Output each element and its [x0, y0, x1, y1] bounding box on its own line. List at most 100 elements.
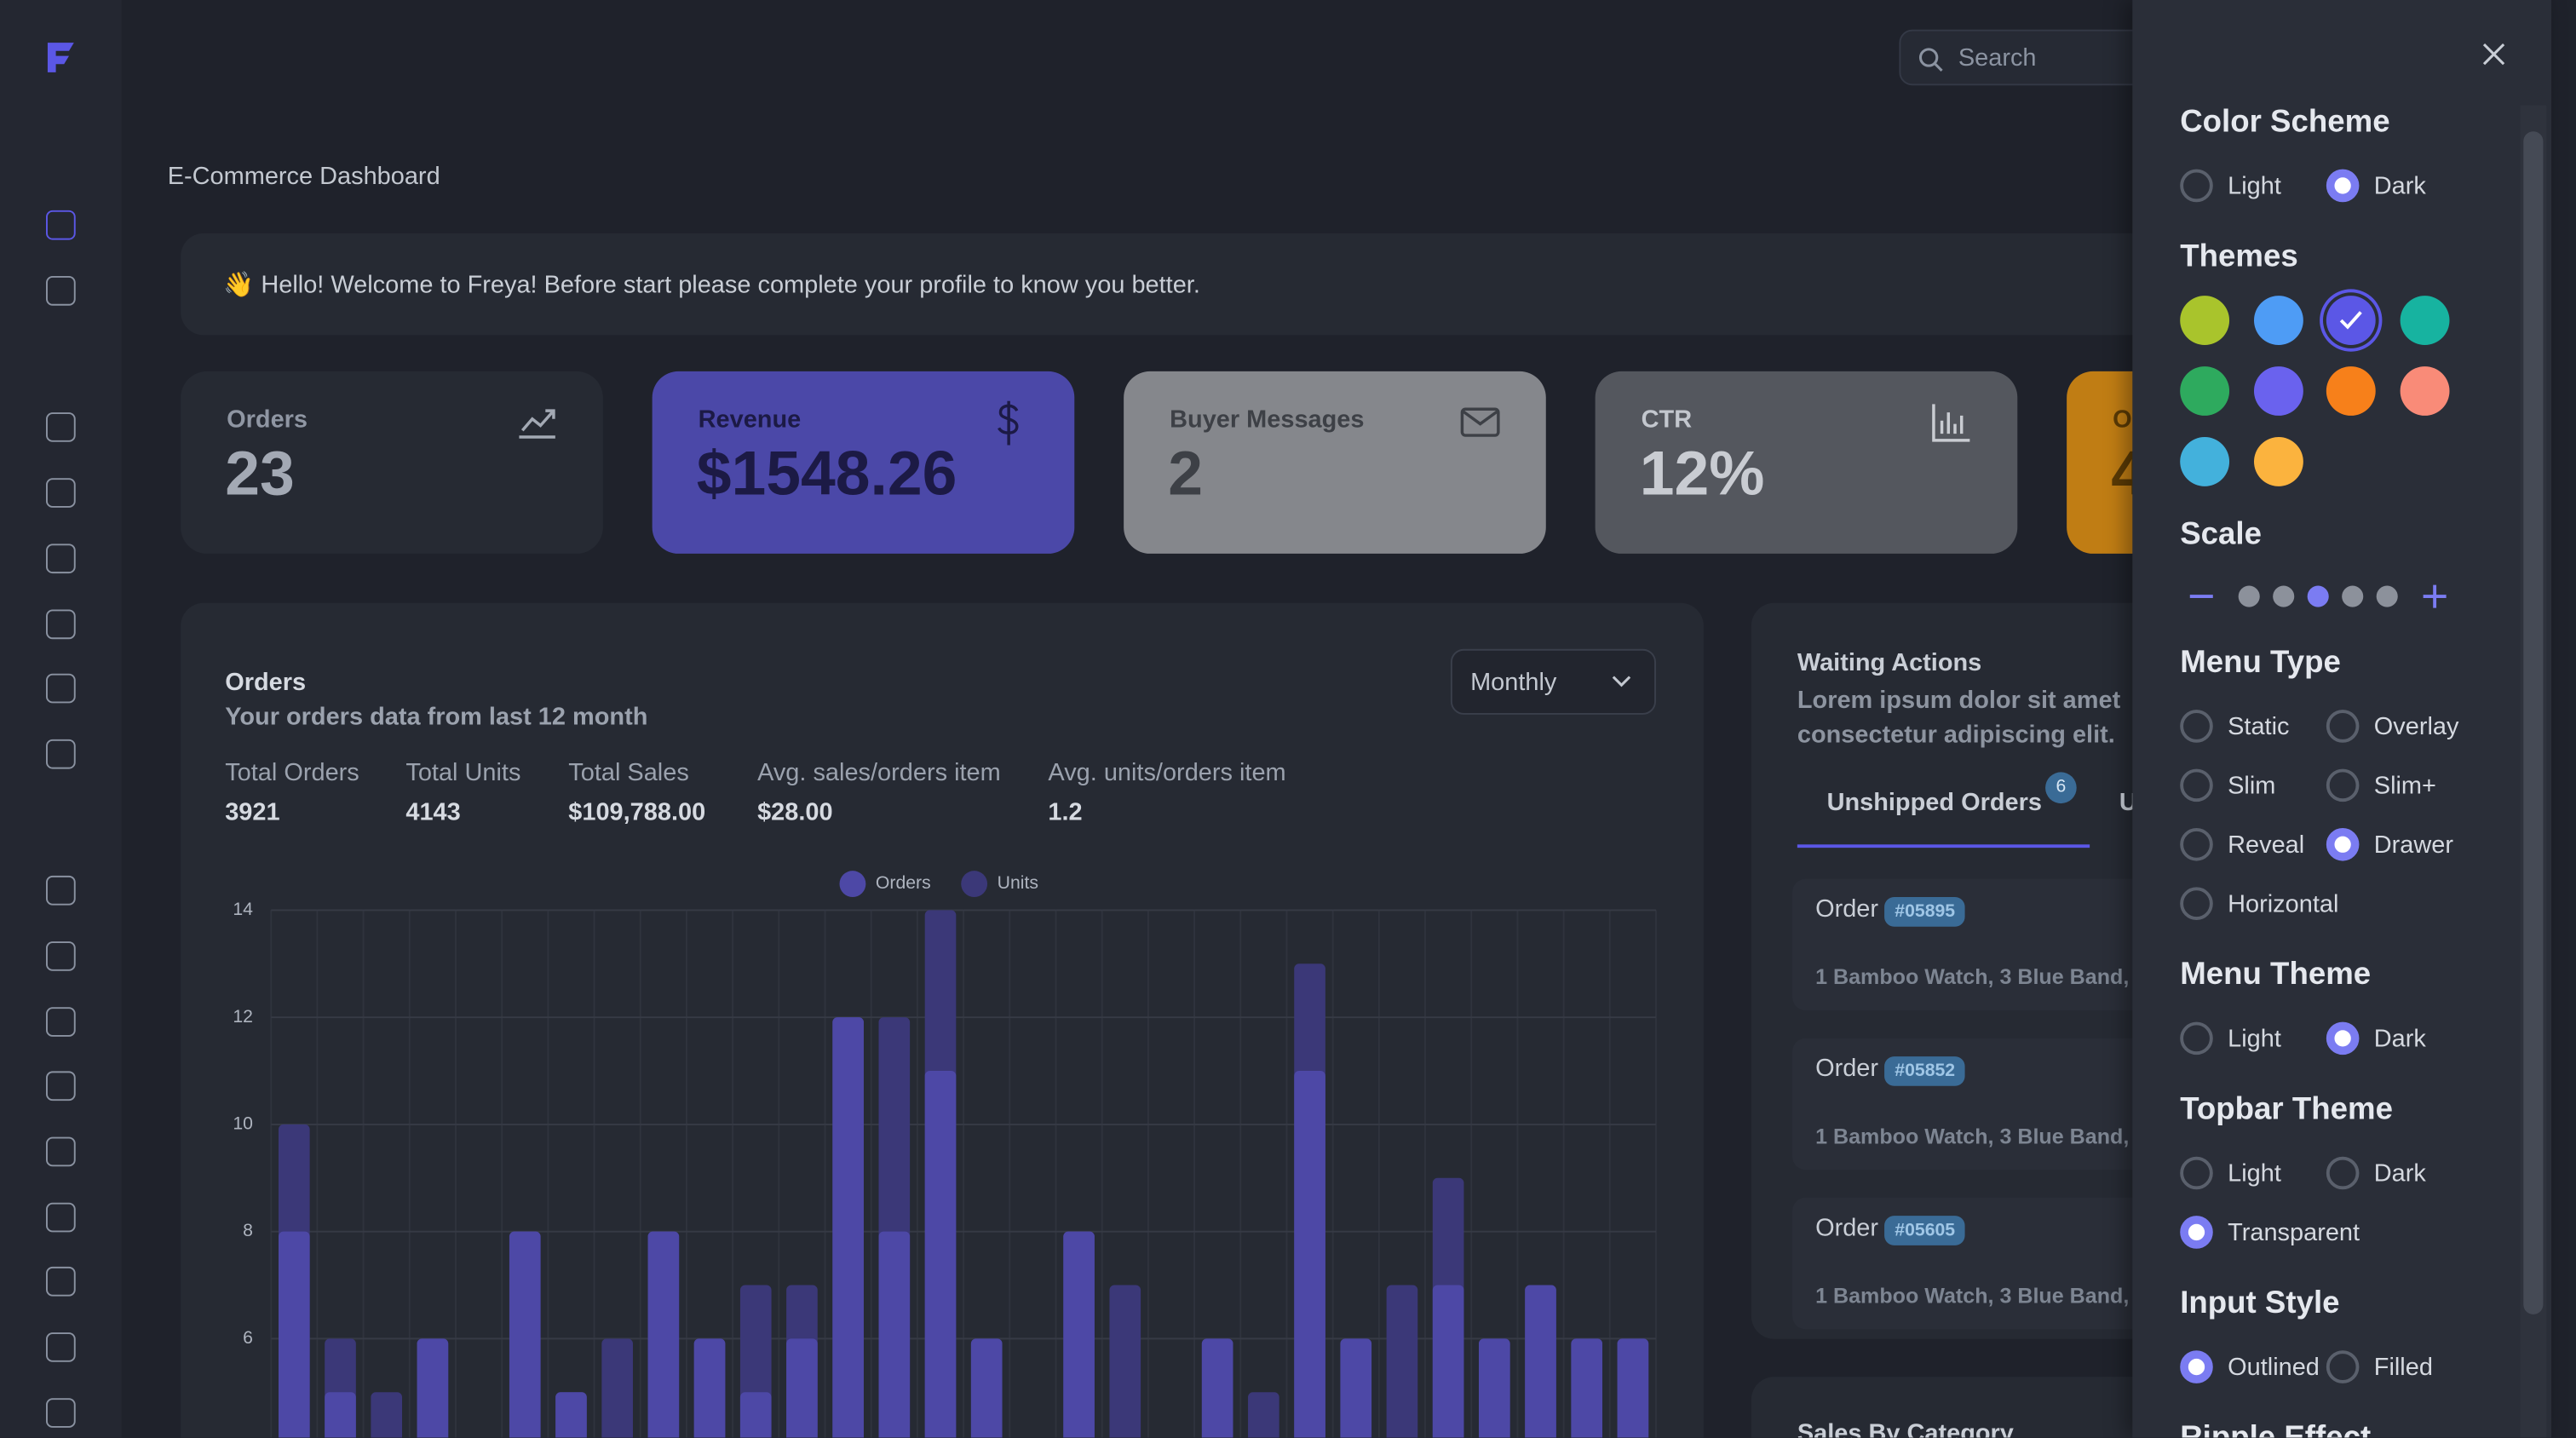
- nav-icon[interactable]: [45, 275, 76, 306]
- radio-option[interactable]: Dark: [2326, 156, 2473, 215]
- bar: [1201, 1338, 1233, 1438]
- theme-swatch[interactable]: [2399, 296, 2449, 345]
- radio[interactable]: [2180, 169, 2213, 203]
- order-item[interactable]: Order #05605 1 Bamboo Watch, 3 Blue Band,: [1792, 1197, 2171, 1330]
- theme-swatch[interactable]: [2180, 436, 2230, 486]
- theme-swatch[interactable]: [2253, 366, 2303, 416]
- section-title: Ripple Effect: [2180, 1419, 2541, 1437]
- logo: [47, 43, 74, 72]
- radio[interactable]: [2180, 827, 2213, 861]
- radio-checked[interactable]: [2180, 1216, 2213, 1249]
- radio-option[interactable]: Light: [2180, 1009, 2326, 1067]
- option-group: Light Dark: [2180, 156, 2541, 215]
- scrollbar-thumb[interactable]: [2523, 131, 2544, 1314]
- option-label: Dark: [2373, 171, 2426, 200]
- radio[interactable]: [2326, 710, 2360, 743]
- radio-option[interactable]: Horizontal: [2180, 874, 2338, 933]
- radio-checked[interactable]: [2326, 827, 2360, 861]
- nav-icon[interactable]: [45, 1266, 76, 1297]
- nav-icon[interactable]: [45, 1332, 76, 1362]
- nav-icon[interactable]: [45, 478, 76, 508]
- radio-option[interactable]: Drawer: [2326, 815, 2473, 874]
- radio[interactable]: [2326, 768, 2360, 802]
- bar: [924, 1071, 957, 1438]
- summary-value: $109,788.00: [568, 798, 706, 827]
- radio[interactable]: [2180, 1156, 2213, 1190]
- period-dropdown[interactable]: Monthly: [1450, 648, 1656, 715]
- search-icon: [1918, 48, 1943, 72]
- nav-icon[interactable]: [45, 1007, 76, 1037]
- radio-option[interactable]: Transparent: [2180, 1203, 2360, 1262]
- order-head: Order #05605: [1815, 1214, 1965, 1245]
- stat-value: 23: [225, 440, 295, 509]
- radio-option[interactable]: Dark: [2326, 1143, 2473, 1202]
- nav-icon[interactable]: [45, 673, 76, 704]
- radio-option[interactable]: Filled: [2326, 1337, 2473, 1396]
- radio-option[interactable]: Slim: [2180, 756, 2326, 814]
- radio[interactable]: [2180, 768, 2213, 802]
- order-item[interactable]: Order #05852 1 Bamboo Watch, 3 Blue Band,: [1792, 1038, 2171, 1171]
- order-items: 1 Bamboo Watch, 3 Blue Band,: [1815, 1124, 2130, 1149]
- radio[interactable]: [2326, 1156, 2360, 1190]
- radio-checked[interactable]: [2326, 1021, 2360, 1055]
- nav-icon[interactable]: [45, 1136, 76, 1167]
- search-placeholder: Search: [1958, 44, 2037, 72]
- bar: [601, 1338, 633, 1438]
- tab-badge: 6: [2045, 772, 2077, 804]
- radio[interactable]: [2180, 1021, 2213, 1055]
- option-label: Static: [2228, 712, 2290, 740]
- nav-icon[interactable]: [45, 739, 76, 769]
- summary-label: Total Units: [405, 758, 521, 787]
- bar: [1386, 1285, 1418, 1438]
- bar: [1340, 1338, 1372, 1438]
- option-label: Filled: [2373, 1353, 2433, 1381]
- nav-icon[interactable]: [45, 1071, 76, 1102]
- radio-option[interactable]: Static: [2180, 697, 2326, 756]
- check: [2339, 311, 2362, 330]
- radio-checked[interactable]: [2180, 1350, 2213, 1383]
- option-label: Slim+: [2373, 771, 2436, 800]
- nav-icon[interactable]: [45, 210, 76, 240]
- radio[interactable]: [2326, 1350, 2360, 1383]
- theme-swatch[interactable]: [2253, 436, 2303, 486]
- radio-checked[interactable]: [2326, 169, 2360, 203]
- nav-icon[interactable]: [45, 941, 76, 971]
- nav-icon[interactable]: [45, 544, 76, 574]
- bar: [647, 1231, 680, 1438]
- nav-icon[interactable]: [45, 1202, 76, 1233]
- theme-swatch[interactable]: [2326, 296, 2376, 345]
- radio-option[interactable]: Overlay: [2326, 697, 2473, 756]
- theme-swatch[interactable]: [2253, 296, 2303, 345]
- radio-option[interactable]: Dark: [2326, 1009, 2473, 1067]
- stat-label: Revenue: [698, 406, 802, 434]
- option-group: Outlined Filled: [2180, 1337, 2541, 1396]
- nav-icon[interactable]: [45, 412, 76, 442]
- tab[interactable]: Unshipped Orders: [1826, 788, 2042, 817]
- theme-swatch[interactable]: [2180, 366, 2230, 416]
- scale-steps[interactable]: [2180, 575, 2459, 618]
- radio[interactable]: [2180, 887, 2213, 920]
- legend-label: Orders: [876, 873, 931, 893]
- dropdown-arrow: [1612, 676, 1631, 687]
- search-box[interactable]: Search: [1899, 29, 2162, 86]
- nav-icon[interactable]: [45, 1398, 76, 1428]
- option-label: Dark: [2373, 1024, 2426, 1053]
- theme-swatch[interactable]: [2180, 296, 2230, 345]
- theme-swatch[interactable]: [2326, 366, 2376, 416]
- radio-option[interactable]: Slim+: [2326, 756, 2473, 814]
- close-button[interactable]: [2482, 43, 2505, 66]
- radio[interactable]: [2180, 710, 2213, 743]
- radio-option[interactable]: Light: [2180, 1143, 2326, 1202]
- nav-icon[interactable]: [45, 609, 76, 640]
- order-item[interactable]: Order #05895 1 Bamboo Watch, 3 Blue Band,: [1792, 878, 2171, 1011]
- theme-swatch[interactable]: [2399, 366, 2449, 416]
- nav-icon[interactable]: [45, 875, 76, 906]
- radio-option[interactable]: Light: [2180, 156, 2326, 215]
- radio-option[interactable]: Reveal: [2180, 815, 2326, 874]
- radio-option[interactable]: Outlined: [2180, 1337, 2326, 1396]
- stat-value: 12%: [1639, 440, 1765, 509]
- option-label: Horizontal: [2228, 889, 2339, 918]
- waiting-text: Lorem ipsum dolor sit amet consectetur a…: [1797, 687, 2121, 750]
- bar: [555, 1392, 587, 1438]
- order-items: 1 Bamboo Watch, 3 Blue Band,: [1815, 1283, 2130, 1309]
